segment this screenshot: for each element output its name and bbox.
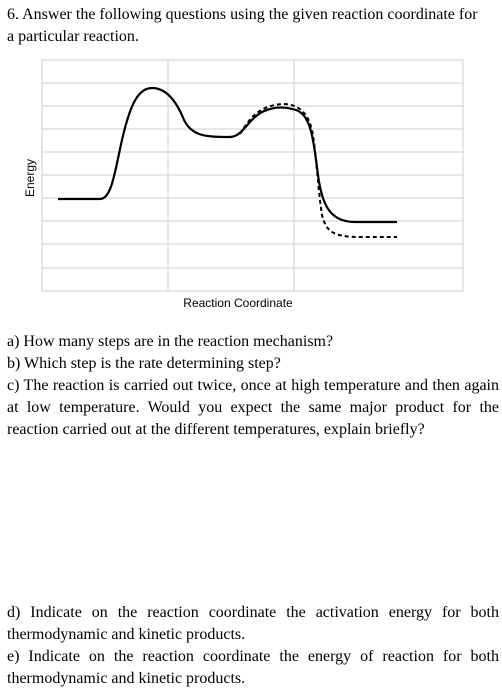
questions-d-e: d) Indicate on the reaction coordinate t… xyxy=(7,602,499,690)
question-c: c) The reaction is carried out twice, on… xyxy=(7,377,499,438)
y-axis-label: Energy xyxy=(23,159,37,197)
questions-a-to-c: a) How many steps are in the reaction me… xyxy=(7,331,499,441)
x-axis-label: Reaction Coordinate xyxy=(183,296,293,310)
question-a: a) How many steps are in the reaction me… xyxy=(7,333,334,350)
question-header: 6. Answer the following questions using … xyxy=(7,6,478,45)
question-b: b) Which step is the rate determining st… xyxy=(7,355,281,372)
question-d: d) Indicate on the reaction coordinate t… xyxy=(7,604,499,643)
solid-reaction-curve xyxy=(58,86,397,224)
dashed-reaction-curve xyxy=(239,102,397,238)
question-e: e) Indicate on the reaction coordinate t… xyxy=(7,648,499,687)
grid-lines xyxy=(42,60,463,291)
reaction-coordinate-diagram: Reaction Coordinate Energy xyxy=(23,59,464,310)
